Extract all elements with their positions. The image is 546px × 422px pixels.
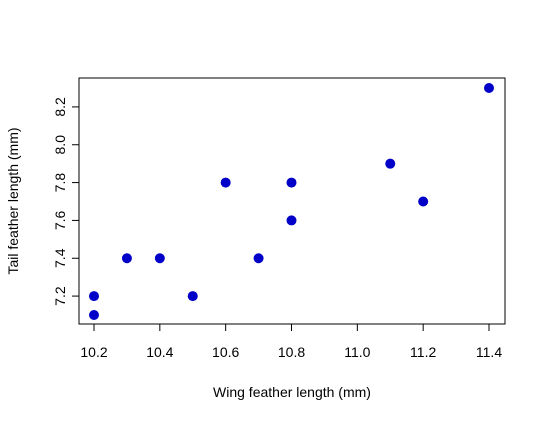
x-tick-label: 10.4 — [146, 344, 173, 360]
data-point — [286, 215, 297, 226]
data-point — [220, 177, 231, 188]
x-tick-label: 11.2 — [410, 344, 436, 360]
y-axis-title: Tail feather length (mm) — [5, 127, 21, 274]
data-point — [484, 83, 494, 93]
y-tick-label: 7.6 — [52, 210, 68, 230]
y-tick-label: 7.4 — [52, 248, 68, 268]
data-points — [89, 83, 494, 320]
data-point — [121, 253, 132, 264]
x-tick-label: 10.2 — [80, 344, 107, 360]
y-tick-label: 7.8 — [52, 173, 68, 193]
x-tick-label: 11.0 — [344, 344, 370, 360]
data-point — [154, 253, 165, 264]
x-tick-label: 10.6 — [212, 344, 239, 360]
x-axis-title: Wing feather length (mm) — [213, 384, 371, 400]
data-point — [89, 291, 99, 302]
data-point — [253, 253, 264, 264]
data-point — [187, 291, 198, 302]
data-point — [385, 158, 396, 169]
x-tick-label: 10.8 — [278, 344, 305, 360]
data-point — [286, 177, 297, 188]
data-point — [418, 196, 429, 207]
plot-frame — [78, 77, 506, 325]
x-tick-label: 11.4 — [476, 344, 502, 360]
x-axis: 10.2 10.4 10.6 10.8 11.0 11.2 11.4 — [80, 323, 502, 360]
y-tick-label: 8.0 — [52, 135, 68, 155]
y-tick-label: 7.2 — [52, 286, 68, 306]
y-axis: 7.2 7.4 7.6 7.8 8.0 8.2 — [52, 97, 80, 306]
data-point — [89, 310, 99, 320]
y-tick-label: 8.2 — [52, 97, 68, 117]
